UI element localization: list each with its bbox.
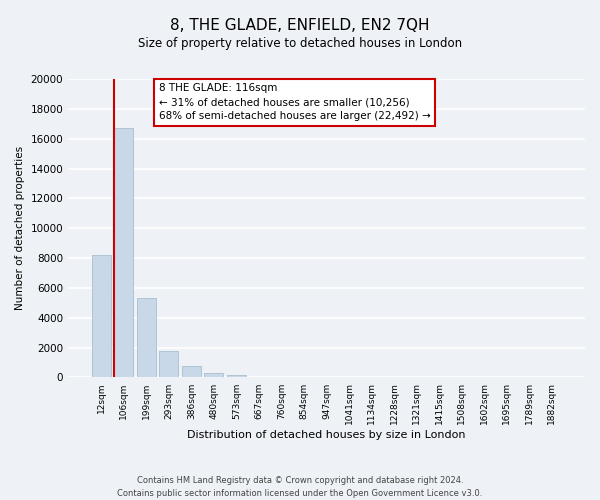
Bar [137,298,156,378]
Bar [205,374,223,378]
Bar [114,128,133,378]
Text: 8 THE GLADE: 116sqm
← 31% of detached houses are smaller (10,256)
68% of semi-de: 8 THE GLADE: 116sqm ← 31% of detached ho… [158,84,430,122]
Bar [159,350,178,378]
X-axis label: Distribution of detached houses by size in London: Distribution of detached houses by size … [187,430,466,440]
Text: Size of property relative to detached houses in London: Size of property relative to detached ho… [138,38,462,51]
Bar [227,375,246,378]
Text: 8, THE GLADE, ENFIELD, EN2 7QH: 8, THE GLADE, ENFIELD, EN2 7QH [170,18,430,32]
Text: Contains HM Land Registry data © Crown copyright and database right 2024.
Contai: Contains HM Land Registry data © Crown c… [118,476,482,498]
Bar [182,366,201,378]
Y-axis label: Number of detached properties: Number of detached properties [15,146,25,310]
Bar [92,255,111,378]
